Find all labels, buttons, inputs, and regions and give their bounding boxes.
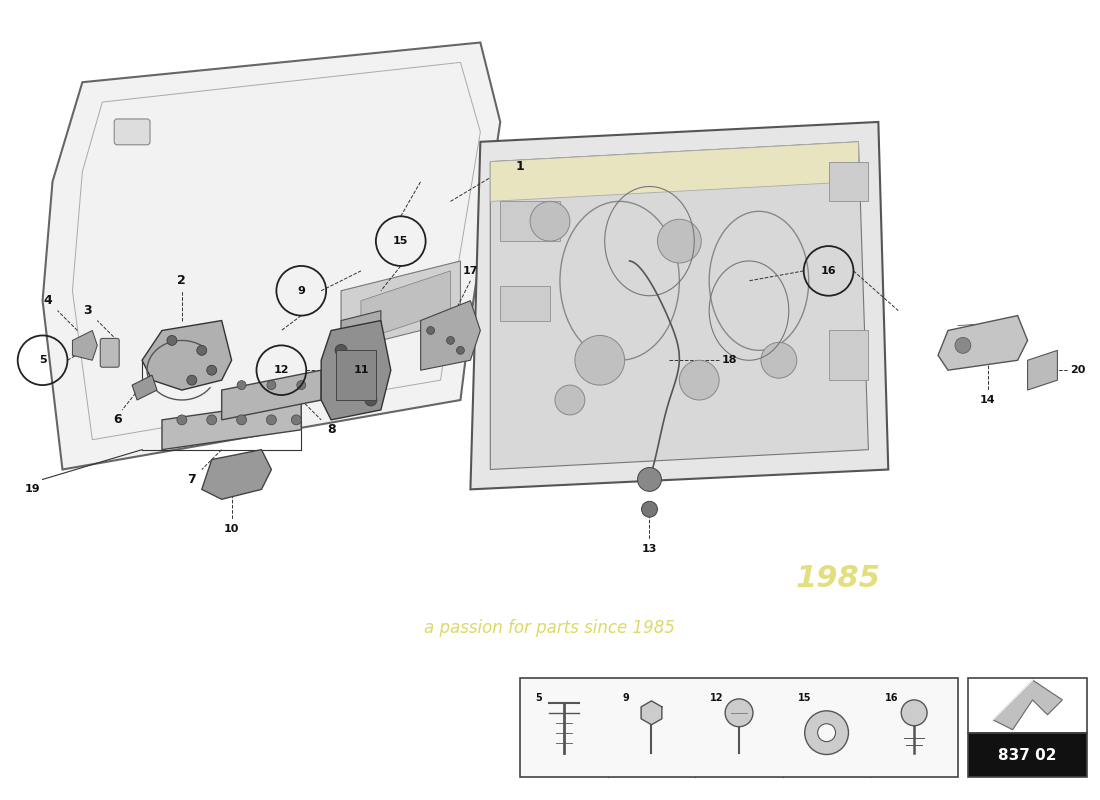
- Polygon shape: [938, 315, 1027, 370]
- Circle shape: [955, 338, 971, 354]
- FancyBboxPatch shape: [968, 678, 1087, 733]
- Circle shape: [177, 415, 187, 425]
- Polygon shape: [341, 261, 461, 350]
- Circle shape: [345, 384, 358, 396]
- Circle shape: [575, 335, 625, 385]
- Text: 8: 8: [327, 423, 336, 436]
- Text: 19: 19: [25, 484, 41, 494]
- Text: 10: 10: [224, 524, 240, 534]
- Text: 18: 18: [722, 355, 737, 366]
- Circle shape: [365, 394, 377, 406]
- Polygon shape: [222, 370, 321, 420]
- Circle shape: [901, 700, 927, 726]
- Polygon shape: [641, 701, 662, 725]
- Text: 15: 15: [393, 236, 408, 246]
- Polygon shape: [162, 400, 301, 450]
- Circle shape: [355, 364, 367, 376]
- Circle shape: [297, 381, 306, 390]
- Polygon shape: [361, 271, 451, 341]
- Circle shape: [447, 337, 454, 344]
- Text: a passion for parts since 1985: a passion for parts since 1985: [425, 619, 675, 638]
- Polygon shape: [73, 330, 97, 360]
- Polygon shape: [341, 310, 381, 350]
- Polygon shape: [1027, 350, 1057, 390]
- Text: 5: 5: [535, 693, 542, 703]
- Circle shape: [236, 415, 246, 425]
- Circle shape: [725, 699, 754, 726]
- Circle shape: [207, 415, 217, 425]
- Text: 12: 12: [711, 693, 724, 703]
- Polygon shape: [420, 301, 481, 370]
- Polygon shape: [142, 321, 232, 390]
- FancyBboxPatch shape: [337, 350, 376, 400]
- Text: 13: 13: [641, 544, 657, 554]
- Circle shape: [530, 202, 570, 241]
- Circle shape: [207, 366, 217, 375]
- Polygon shape: [993, 680, 1063, 730]
- Circle shape: [658, 219, 701, 263]
- Text: 16: 16: [821, 266, 836, 276]
- Polygon shape: [132, 375, 157, 400]
- Circle shape: [638, 467, 661, 491]
- Circle shape: [641, 502, 658, 517]
- FancyBboxPatch shape: [828, 330, 868, 380]
- Circle shape: [197, 346, 207, 355]
- Circle shape: [266, 415, 276, 425]
- Text: 4: 4: [43, 294, 52, 307]
- Text: 837 02: 837 02: [999, 748, 1057, 763]
- Circle shape: [817, 724, 836, 742]
- Circle shape: [761, 342, 796, 378]
- FancyBboxPatch shape: [100, 338, 119, 367]
- Text: 2: 2: [177, 274, 186, 287]
- FancyBboxPatch shape: [500, 286, 550, 321]
- Polygon shape: [491, 142, 868, 470]
- Polygon shape: [471, 122, 889, 490]
- Text: 11: 11: [353, 366, 369, 375]
- Polygon shape: [321, 321, 390, 420]
- Circle shape: [427, 326, 434, 334]
- Circle shape: [267, 381, 276, 390]
- Text: 1: 1: [516, 160, 525, 173]
- Circle shape: [292, 415, 301, 425]
- Circle shape: [456, 346, 464, 354]
- Text: 5: 5: [39, 355, 46, 366]
- FancyBboxPatch shape: [114, 119, 150, 145]
- Polygon shape: [491, 142, 858, 202]
- Text: 9: 9: [297, 286, 305, 296]
- Text: 6: 6: [113, 414, 121, 426]
- Text: 14: 14: [980, 395, 996, 405]
- Text: 9: 9: [623, 693, 629, 703]
- FancyBboxPatch shape: [828, 162, 868, 202]
- Polygon shape: [201, 450, 272, 499]
- Circle shape: [556, 385, 585, 415]
- Circle shape: [167, 335, 177, 346]
- Text: 3: 3: [82, 304, 91, 317]
- Text: 16: 16: [886, 693, 899, 703]
- FancyBboxPatch shape: [968, 733, 1087, 778]
- Polygon shape: [43, 42, 500, 470]
- Text: 15: 15: [798, 693, 811, 703]
- Text: 20: 20: [1069, 366, 1085, 375]
- Circle shape: [680, 360, 719, 400]
- Circle shape: [187, 375, 197, 385]
- Circle shape: [238, 381, 246, 390]
- FancyBboxPatch shape: [500, 202, 560, 241]
- Text: 17: 17: [463, 266, 478, 276]
- Circle shape: [805, 711, 848, 754]
- FancyBboxPatch shape: [520, 678, 958, 778]
- Text: europäres: europäres: [558, 127, 880, 236]
- Text: 12: 12: [274, 366, 289, 375]
- Text: 7: 7: [187, 473, 196, 486]
- Text: 1985: 1985: [796, 564, 881, 594]
- Circle shape: [336, 344, 346, 356]
